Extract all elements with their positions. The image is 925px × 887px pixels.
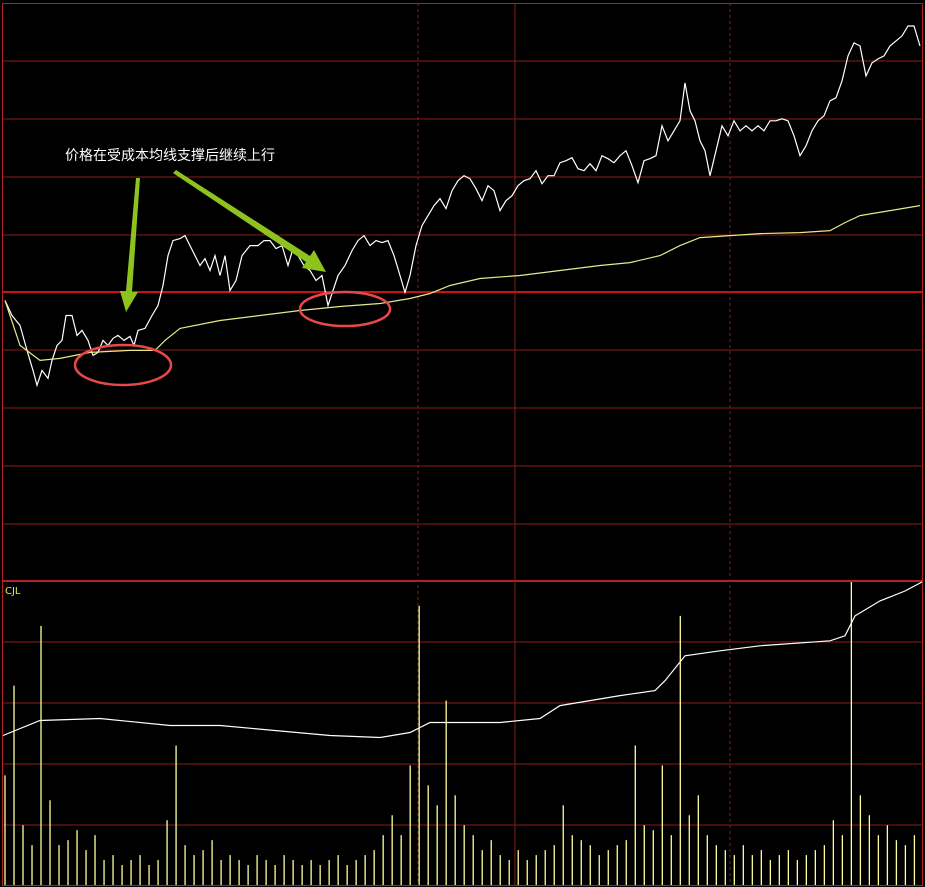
annotation: 价格在受成本均线支撑后继续上行 (65, 147, 275, 164)
series-line (4, 205, 921, 362)
annotation-shapes (73, 170, 392, 387)
highlight-ellipse (73, 343, 173, 387)
marks (2, 25, 923, 885)
price-panel-border (2, 3, 923, 581)
arrow (120, 178, 140, 312)
panel-title: CJL (5, 586, 21, 597)
highlight-ellipse (298, 290, 392, 328)
volume-panel-border (2, 581, 923, 886)
series-line (2, 581, 923, 739)
series-line (4, 25, 921, 388)
arrow (173, 170, 326, 272)
